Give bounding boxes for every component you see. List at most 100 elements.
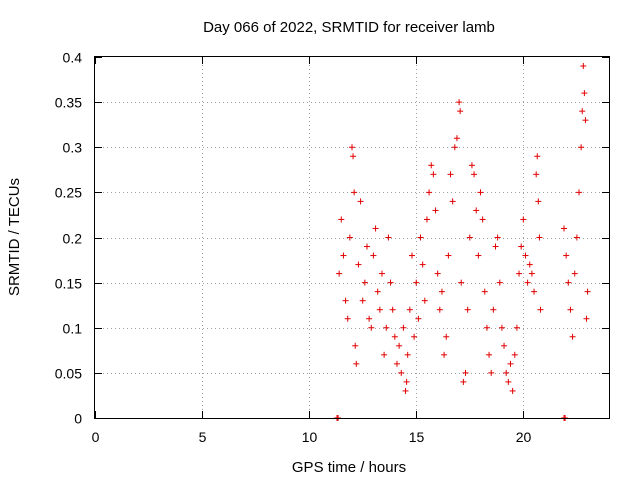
data-point: [453, 135, 460, 142]
data-point: [571, 270, 578, 277]
data-point: [524, 279, 531, 286]
data-point: [534, 153, 541, 160]
data-point: [441, 351, 448, 358]
data-point: [536, 234, 543, 241]
data-point: [421, 297, 428, 304]
data-point: [359, 297, 366, 304]
data-point: [415, 315, 422, 322]
data-point: [516, 270, 523, 277]
data-point: [342, 297, 349, 304]
x-tick-label: 10: [302, 429, 318, 445]
data-point: [408, 252, 415, 259]
data-point: [563, 252, 570, 259]
x-tick-label: 15: [409, 429, 425, 445]
x-axis-label: GPS time / hours: [292, 459, 406, 476]
data-point: [432, 207, 439, 214]
data-point: [477, 189, 484, 196]
data-points: [334, 63, 591, 421]
data-point: [569, 333, 576, 340]
data-point: [509, 387, 516, 394]
data-point: [496, 279, 503, 286]
data-point: [498, 324, 505, 331]
data-point: [578, 144, 585, 151]
data-point: [565, 279, 572, 286]
data-point: [383, 324, 390, 331]
y-tick-label: 0.15: [55, 276, 82, 292]
chart-title: Day 066 of 2022, SRMTID for receiver lam…: [203, 19, 495, 36]
data-point: [573, 234, 580, 241]
data-point: [368, 324, 375, 331]
ticks: 0 0.05 0.1 0.15 0.2 0.25 0.3 0.35 0.4 0 5 10 15 20: [55, 50, 609, 445]
data-point: [430, 171, 437, 178]
data-point: [513, 324, 520, 331]
data-point: [376, 306, 383, 313]
data-point: [417, 234, 424, 241]
data-point: [438, 288, 445, 295]
data-point: [344, 315, 351, 322]
data-point: [423, 216, 430, 223]
y-tick-label: 0.25: [55, 185, 82, 201]
data-point: [526, 261, 533, 268]
y-tick-label: 0.35: [55, 95, 82, 111]
data-point: [396, 342, 403, 349]
data-point: [428, 162, 435, 169]
data-point: [579, 108, 586, 115]
y-axis-label: SRMTID / TECUs: [6, 178, 23, 296]
data-point: [436, 306, 443, 313]
data-point: [581, 90, 588, 97]
data-point: [340, 252, 347, 259]
data-point: [445, 252, 452, 259]
data-point: [580, 63, 587, 70]
data-point: [561, 225, 568, 232]
data-point: [402, 387, 409, 394]
data-point: [535, 198, 542, 205]
data-point: [457, 108, 464, 115]
y-tick-label: 0.1: [63, 321, 83, 337]
data-point: [336, 270, 343, 277]
data-point: [584, 288, 591, 295]
data-point: [350, 153, 357, 160]
data-point: [528, 270, 535, 277]
data-point: [537, 306, 544, 313]
data-point: [486, 351, 493, 358]
data-point: [471, 171, 478, 178]
y-tick-label: 0.3: [63, 140, 83, 156]
data-point: [403, 378, 410, 385]
data-point: [361, 279, 368, 286]
data-point: [460, 378, 467, 385]
data-point: [490, 306, 497, 313]
data-point: [355, 261, 362, 268]
y-tick-label: 0: [74, 411, 82, 427]
data-point: [507, 360, 514, 367]
data-point: [363, 243, 370, 250]
data-point: [503, 369, 510, 376]
data-point: [378, 270, 385, 277]
x-tick-label: 5: [199, 429, 207, 445]
data-point: [488, 369, 495, 376]
data-point: [475, 252, 482, 259]
data-point: [576, 189, 583, 196]
data-point: [349, 144, 355, 151]
plot-frame: [94, 56, 610, 419]
data-point: [468, 162, 475, 169]
data-point: [466, 234, 473, 241]
data-point: [447, 171, 454, 178]
data-point: [404, 351, 411, 358]
y-tick-label: 0.4: [63, 50, 83, 66]
data-point: [370, 252, 377, 259]
data-point: [419, 261, 426, 268]
data-point: [374, 288, 381, 295]
data-point: [411, 333, 418, 340]
data-point: [582, 117, 589, 124]
data-point: [458, 279, 465, 286]
data-point: [398, 369, 405, 376]
data-point: [352, 342, 359, 349]
data-point: [406, 306, 413, 313]
data-point: [381, 351, 388, 358]
data-point: [531, 288, 538, 295]
x-tick-label: 20: [516, 429, 532, 445]
data-point: [353, 360, 360, 367]
data-point: [462, 369, 469, 376]
